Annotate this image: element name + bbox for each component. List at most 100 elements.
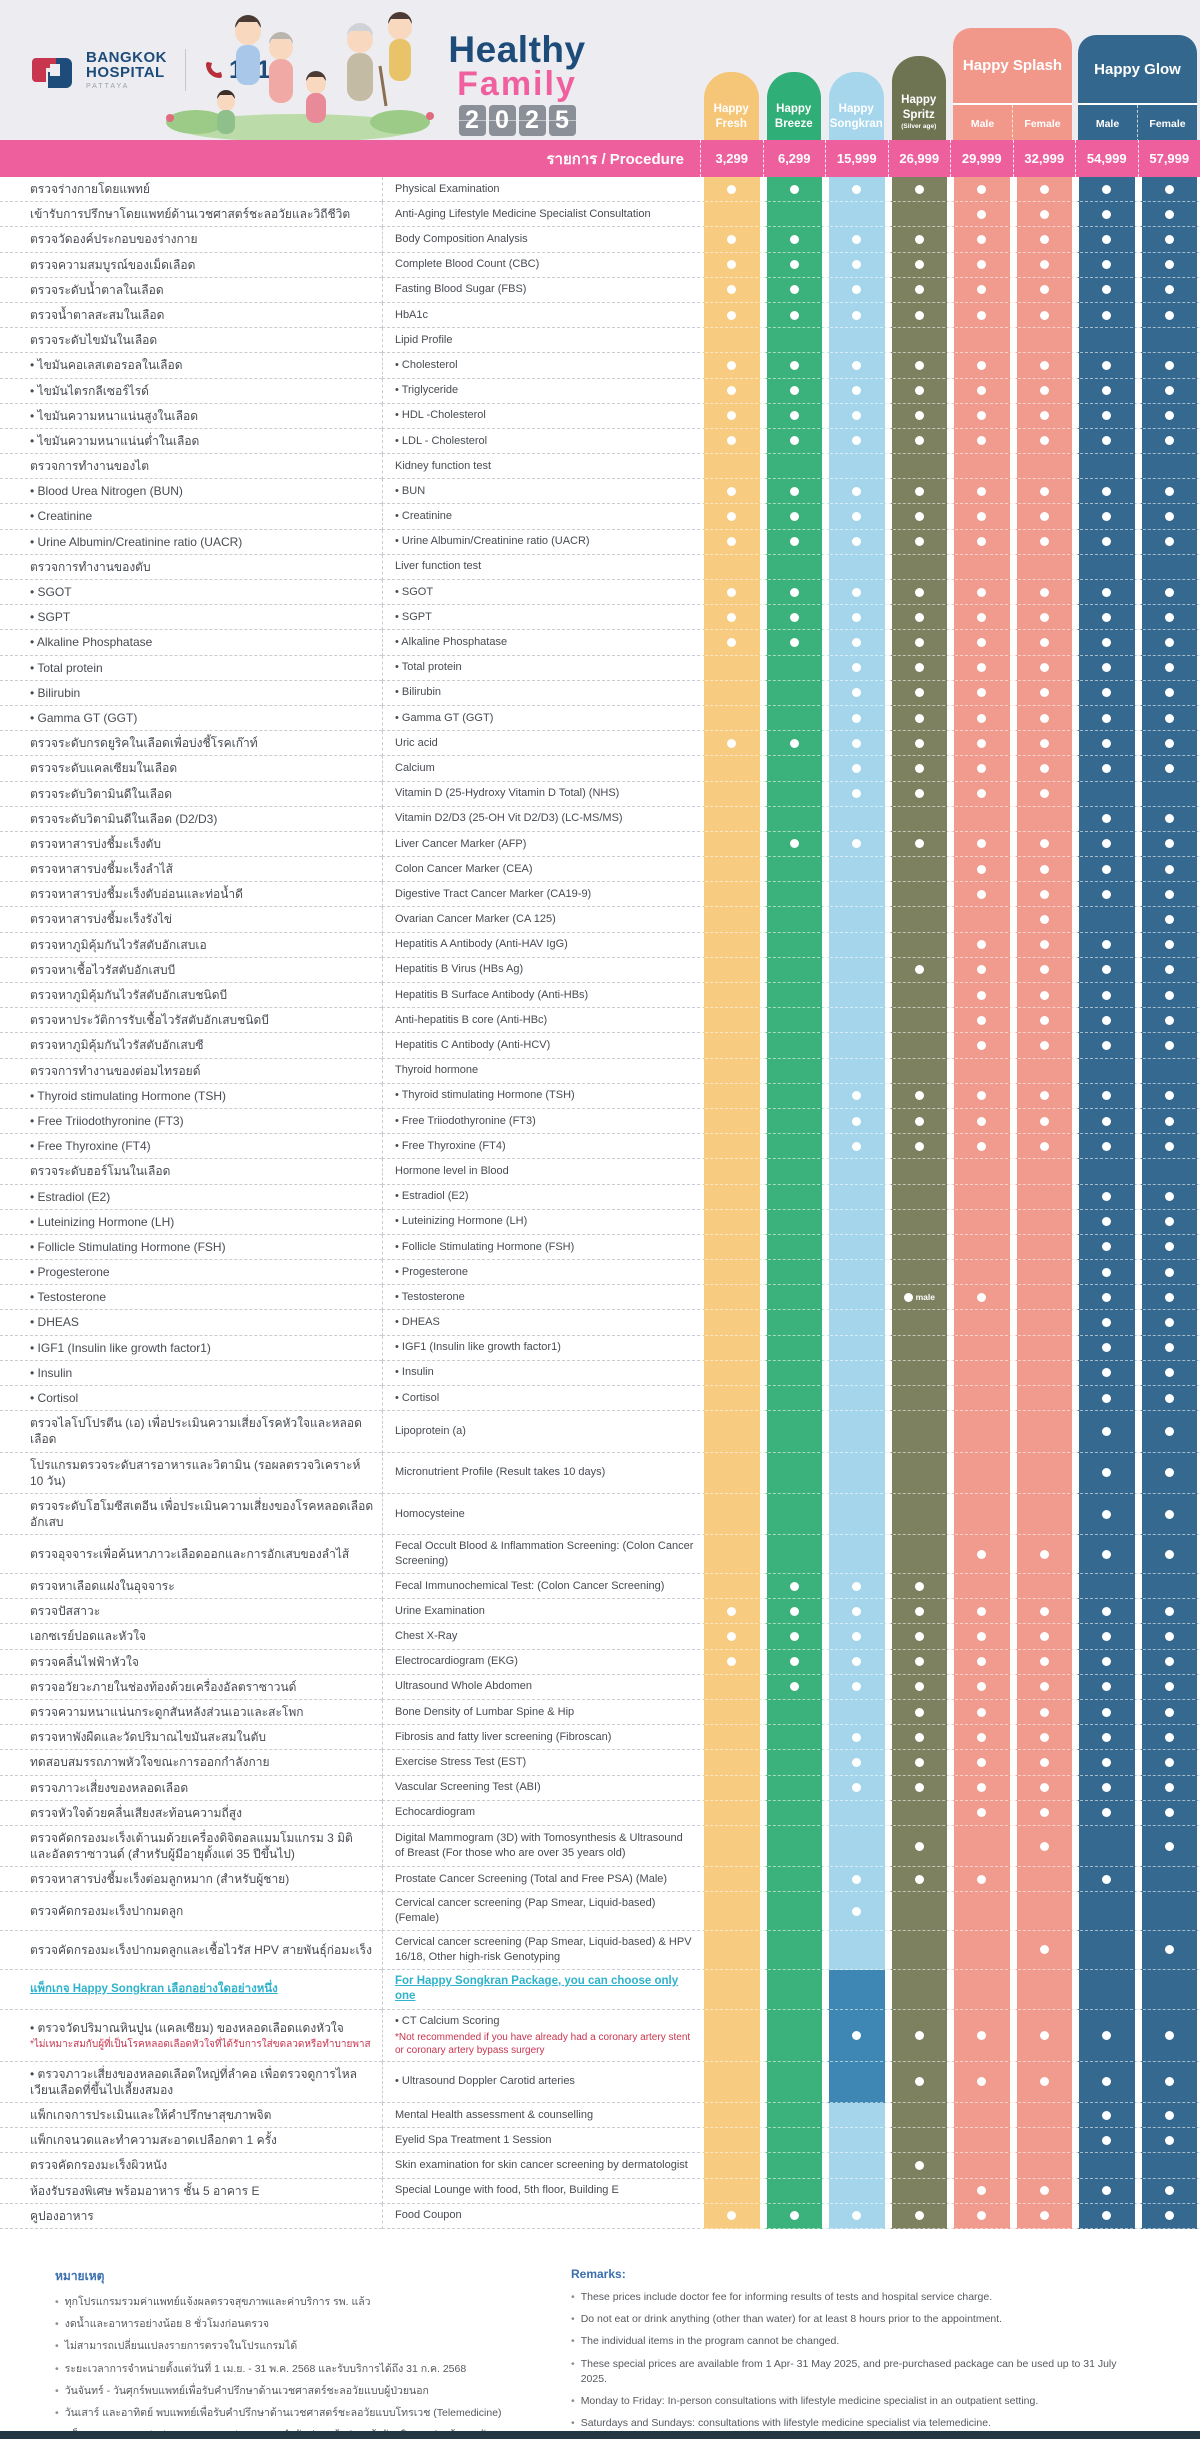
procedure-th-text: ตรวจปัสสาวะ — [30, 1604, 101, 1619]
package-cell-splash-male — [950, 1260, 1013, 1286]
included-dot — [1039, 386, 1049, 396]
remark-text: Saturdays and Sundays: consultations wit… — [580, 2417, 991, 2430]
package-cell-spritz — [887, 907, 950, 933]
package-cell-breeze — [762, 1285, 825, 1311]
included-dot — [727, 486, 737, 496]
package-cell-splash-male — [950, 1360, 1013, 1386]
procedure-name-en: Hepatitis A Antibody (Anti-HAV IgG) — [382, 932, 700, 958]
procedure-th-text: ตรวจระดับวิตามินดีในเลือด — [30, 786, 173, 801]
procedure-name-en: • LDL - Cholesterol — [382, 428, 700, 455]
package-cell-fresh — [700, 1083, 763, 1109]
package-cell-glow-female — [1137, 680, 1200, 706]
table-row: ตรวจระดับโฮโมซีสเตอีน เพื่อประเมินความเส… — [0, 1493, 1200, 1536]
included-dot — [914, 2030, 924, 2040]
package-cell-splash-male — [950, 1649, 1013, 1675]
package-cell-glow-male — [1075, 1285, 1138, 1311]
procedure-en-text: • Ultrasound Doppler Carotid arteries — [395, 2075, 575, 2088]
procedure-th-text: • Alkaline Phosphatase — [30, 635, 153, 650]
included-dot — [1039, 436, 1049, 446]
package-cell-splash-male — [950, 1184, 1013, 1210]
procedure-name-en: • Luteinizing Hormone (LH) — [382, 1209, 700, 1235]
package-cell-splash-male — [950, 2061, 1013, 2104]
included-dot — [1164, 1368, 1174, 1378]
procedure-name-en: • Gamma GT (GGT) — [382, 705, 700, 732]
package-cell-glow-male — [1075, 1775, 1138, 1801]
package-cell-glow-female — [1137, 479, 1200, 505]
package-cell-splash-female — [1012, 882, 1075, 908]
package-pill-label: Happy — [838, 103, 874, 116]
package-cell-glow-male — [1075, 1825, 1138, 1868]
table-row: ตรวจระดับแคลเซียมในเลือด Calcium — [0, 756, 1200, 782]
procedure-name-en: Anti-Aging Lifestyle Medicine Specialist… — [382, 202, 700, 228]
family-illustration — [166, 12, 434, 140]
remark-bullet-icon: • — [55, 2362, 59, 2375]
included-dot — [1102, 1393, 1112, 1403]
package-cell-breeze — [762, 1825, 825, 1868]
package-cell-glow-female — [1137, 605, 1200, 631]
package-cell-splash-female — [1012, 1209, 1075, 1235]
procedure-en-text: • Luteinizing Hormone (LH) — [395, 1215, 528, 1228]
package-cell-glow-female — [1137, 2128, 1200, 2154]
package-cell-songkran — [825, 1108, 888, 1135]
table-row: • Total protein • Total protein — [0, 655, 1200, 681]
procedure-th-text: ตรวจอุจจาระเพื่อค้นหาภาวะเลือดออกและการอ… — [30, 1547, 350, 1562]
package-cell-splash-female — [1012, 302, 1075, 329]
package-cell-splash-female — [1012, 1800, 1075, 1826]
package-cell-glow-male — [1075, 2153, 1138, 2179]
package-cell-spritz — [887, 1209, 950, 1235]
package-cell-spritz — [887, 1234, 950, 1261]
included-dot — [1164, 2135, 1174, 2145]
table-row: ตรวจปัสสาวะ Urine Examination — [0, 1599, 1200, 1625]
package-cell-songkran — [825, 1725, 888, 1751]
package-cell-fresh — [700, 1931, 763, 1970]
package-cell-splash-female — [1012, 1411, 1075, 1453]
procedure-name-th: ตรวจน้ำตาลสะสมในเลือด — [0, 303, 382, 329]
package-cell-songkran — [825, 1285, 888, 1311]
included-dot — [1102, 1757, 1112, 1767]
included-dot — [789, 260, 799, 270]
included-dot — [852, 411, 862, 421]
package-cell-glow-female — [1137, 932, 1200, 958]
included-dot — [914, 537, 924, 547]
package-cell-glow-female — [1137, 806, 1200, 832]
package-cell-splash-male — [950, 1892, 1013, 1932]
included-dot — [1102, 612, 1112, 622]
package-cell-glow-male — [1075, 202, 1138, 228]
package-cell-breeze — [762, 2203, 825, 2229]
package-cell-spritz — [887, 403, 950, 429]
table-row: • Progesterone • Progesterone — [0, 1260, 1200, 1286]
procedure-name-th: แพ็กเกจการประเมินและให้คำปรึกษาสุขภาพจิต — [0, 2103, 382, 2129]
package-cell-breeze — [762, 882, 825, 908]
included-dot — [1102, 839, 1112, 849]
package-cell-splash-female — [1012, 328, 1075, 354]
package-cell-breeze — [762, 1310, 825, 1336]
procedure-th-text: ตรวจระดับกรดยูริคในเลือดเพื่อบ่งชี้โรคเก… — [30, 736, 258, 751]
procedure-en-text: • Estradiol (E2) — [395, 1190, 469, 1203]
package-cell-glow-male — [1075, 2178, 1138, 2204]
procedure-name-en: Body Composition Analysis — [382, 227, 700, 253]
procedure-name-th: • Gamma GT (GGT) — [0, 706, 382, 732]
table-row: • Alkaline Phosphatase • Alkaline Phospha… — [0, 630, 1200, 656]
procedure-name-en: • Total protein — [382, 655, 700, 681]
package-cell-breeze — [762, 1800, 825, 1826]
package-cell-splash-female — [1012, 1699, 1075, 1726]
package-cell-breeze — [762, 2178, 825, 2204]
included-dot — [914, 2161, 924, 2171]
included-dot — [914, 587, 924, 597]
included-dot — [977, 1606, 987, 1616]
package-cell-splash-female — [1012, 831, 1075, 858]
included-dot — [852, 386, 862, 396]
package-cell-spritz — [887, 1725, 950, 1751]
package-cell-glow-male — [1075, 428, 1138, 455]
package-cell-breeze — [762, 378, 825, 404]
remark-item: • ไม่สามารถเปลี่ยนแปลงรายการตรวจในโปรแกรม… — [55, 2339, 525, 2354]
package-cell-breeze — [762, 227, 825, 253]
included-dot — [1164, 184, 1174, 194]
included-dot — [1164, 436, 1174, 446]
included-dot — [977, 1732, 987, 1742]
package-cell-spritz — [887, 580, 950, 606]
procedure-en-text: • HDL -Cholesterol — [395, 409, 486, 422]
procedure-en-text: • Follicle Stimulating Hormone (FSH) — [395, 1240, 575, 1253]
procedure-th-text: แพ็กเกจการประเมินและให้คำปรึกษาสุขภาพจิต — [30, 2108, 272, 2123]
procedure-name-th: ตรวจหาสารบ่งชี้มะเร็งรังไข่ — [0, 907, 382, 933]
